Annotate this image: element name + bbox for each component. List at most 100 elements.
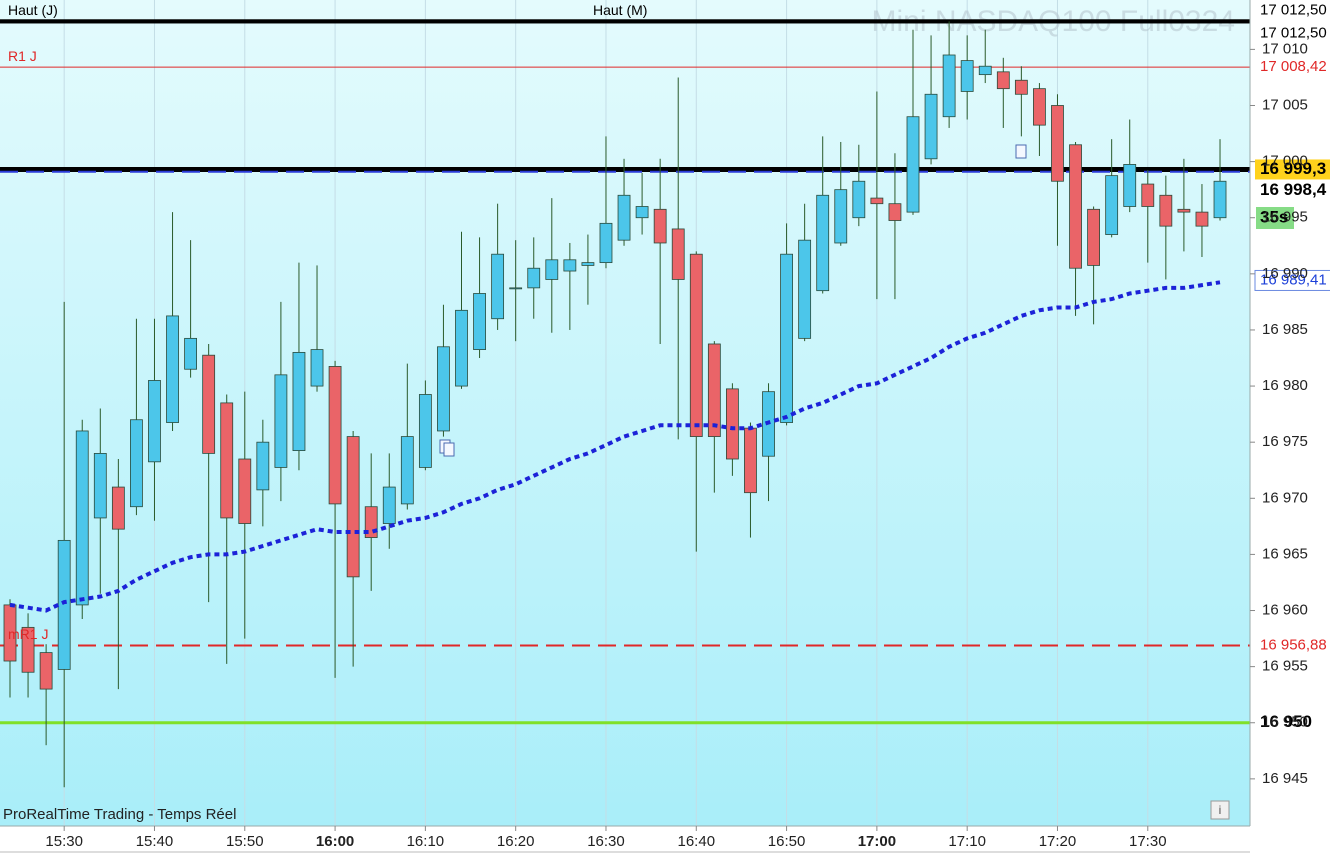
x-tick-label: 17:10 [948,833,986,850]
candle-body [527,267,541,289]
candle-body [21,626,35,673]
candle-body [906,116,920,213]
candle-body [1069,144,1082,269]
x-tick-label: 17:00 [858,833,896,850]
candle-body [473,293,486,350]
y-tick-label: 16 975 [1262,433,1308,450]
candle-body [256,441,270,491]
x-tick-label: 16:20 [497,833,535,850]
candle-body [671,228,685,280]
x-tick-label: 16:50 [768,833,806,850]
y-tick-label: 16 945 [1262,770,1308,787]
axis-price-box [1255,57,1330,78]
candle-body [437,346,450,432]
candle-body [1141,183,1155,207]
axis-price-box [1255,180,1330,201]
y-tick-label: 16 955 [1262,658,1308,675]
candle-body [130,419,143,508]
y-tick-label: 16 990 [1262,265,1308,282]
countdown-box [1256,207,1294,229]
axis-price-label: 16 956,88 [1260,637,1327,654]
y-tick-label: 16 950 [1262,714,1308,731]
candle-body [166,315,179,423]
candle-body [870,197,884,205]
y-tick-label: 16 980 [1262,377,1308,394]
overlay: Haut (J) Haut (M) R1 J mR1 J 17 012,50 17 012… [8,0,1330,733]
countdown: 35s [1260,207,1288,226]
axis-price-box [1255,23,1330,44]
y-tick-label: 16 995 [1262,209,1308,226]
x-tick-label: 15:30 [45,833,83,850]
candle-body [563,259,577,272]
candle-body [93,453,107,519]
y-tick-label: 16 960 [1262,601,1308,618]
candle-body [1177,208,1191,213]
candle-body [382,486,396,524]
candle-body [581,262,595,266]
y-tick-label: 17 000 [1262,153,1308,170]
axis-price-label: 17 008,42 [1260,58,1327,75]
candle-body [1087,208,1100,266]
axis-price-box [1254,269,1330,291]
candle-body [689,253,703,437]
y-tick-label: 16 965 [1262,545,1308,562]
info-icon[interactable] [1210,800,1230,820]
candle-body [1123,164,1137,207]
candle-body [75,430,89,606]
note-icon [439,144,1027,457]
candle-body [202,354,216,454]
axis-price-label: 16 950 [1260,712,1312,731]
candle-body [942,54,956,118]
candle-body [310,349,324,387]
candle-body [852,180,866,219]
candle-body [599,222,613,264]
candle-body [726,388,739,460]
candle-body [1051,105,1064,182]
candle-body [780,253,793,423]
level-name: Haut (J) [8,2,58,18]
levels [0,19,1250,725]
axis-price-box [1255,712,1330,733]
candle-body [1105,175,1119,235]
candle-body [509,287,523,290]
candle-body [184,337,198,370]
x-tick-label: 16:30 [587,833,625,850]
candle-body [1213,180,1227,219]
candle-body [328,366,342,505]
candle-body [400,436,414,505]
y-tick-label: 16 985 [1262,321,1308,338]
candle-body [816,194,830,292]
axis-price-label: 16 998,4 [1260,180,1327,199]
candle-body [960,60,974,92]
candle-body [834,189,848,244]
info-icon-glyph: i [1219,803,1222,817]
level-name: mR1 J [8,626,48,642]
candle-body [491,253,505,320]
candle-body [57,539,71,670]
level-name: Haut (M) [593,2,647,18]
candle-body [635,206,649,219]
candle-body [545,259,559,280]
candle-body [39,652,53,690]
axis-price-box [1255,635,1330,656]
x-tick-label: 15:50 [226,833,264,850]
x-tick-label: 17:30 [1129,833,1167,850]
candle-body [238,458,252,524]
candles [3,21,1227,788]
x-tick-label: 16:10 [407,833,445,850]
candle-body [111,486,125,530]
axis-price-box [1255,159,1330,180]
y-tick-label: 16 970 [1262,489,1308,506]
candle-body [1014,79,1028,95]
candle-body [346,436,360,578]
candle-body [978,65,992,76]
candle-body [1159,194,1173,227]
candle-body [148,380,161,463]
candle-body [888,203,902,221]
y-tick-label: 17 010 [1262,40,1308,57]
candle-body [274,374,288,468]
candle-body [653,208,667,244]
candle-body [1195,211,1209,227]
x-tick-label: 15:40 [136,833,174,850]
